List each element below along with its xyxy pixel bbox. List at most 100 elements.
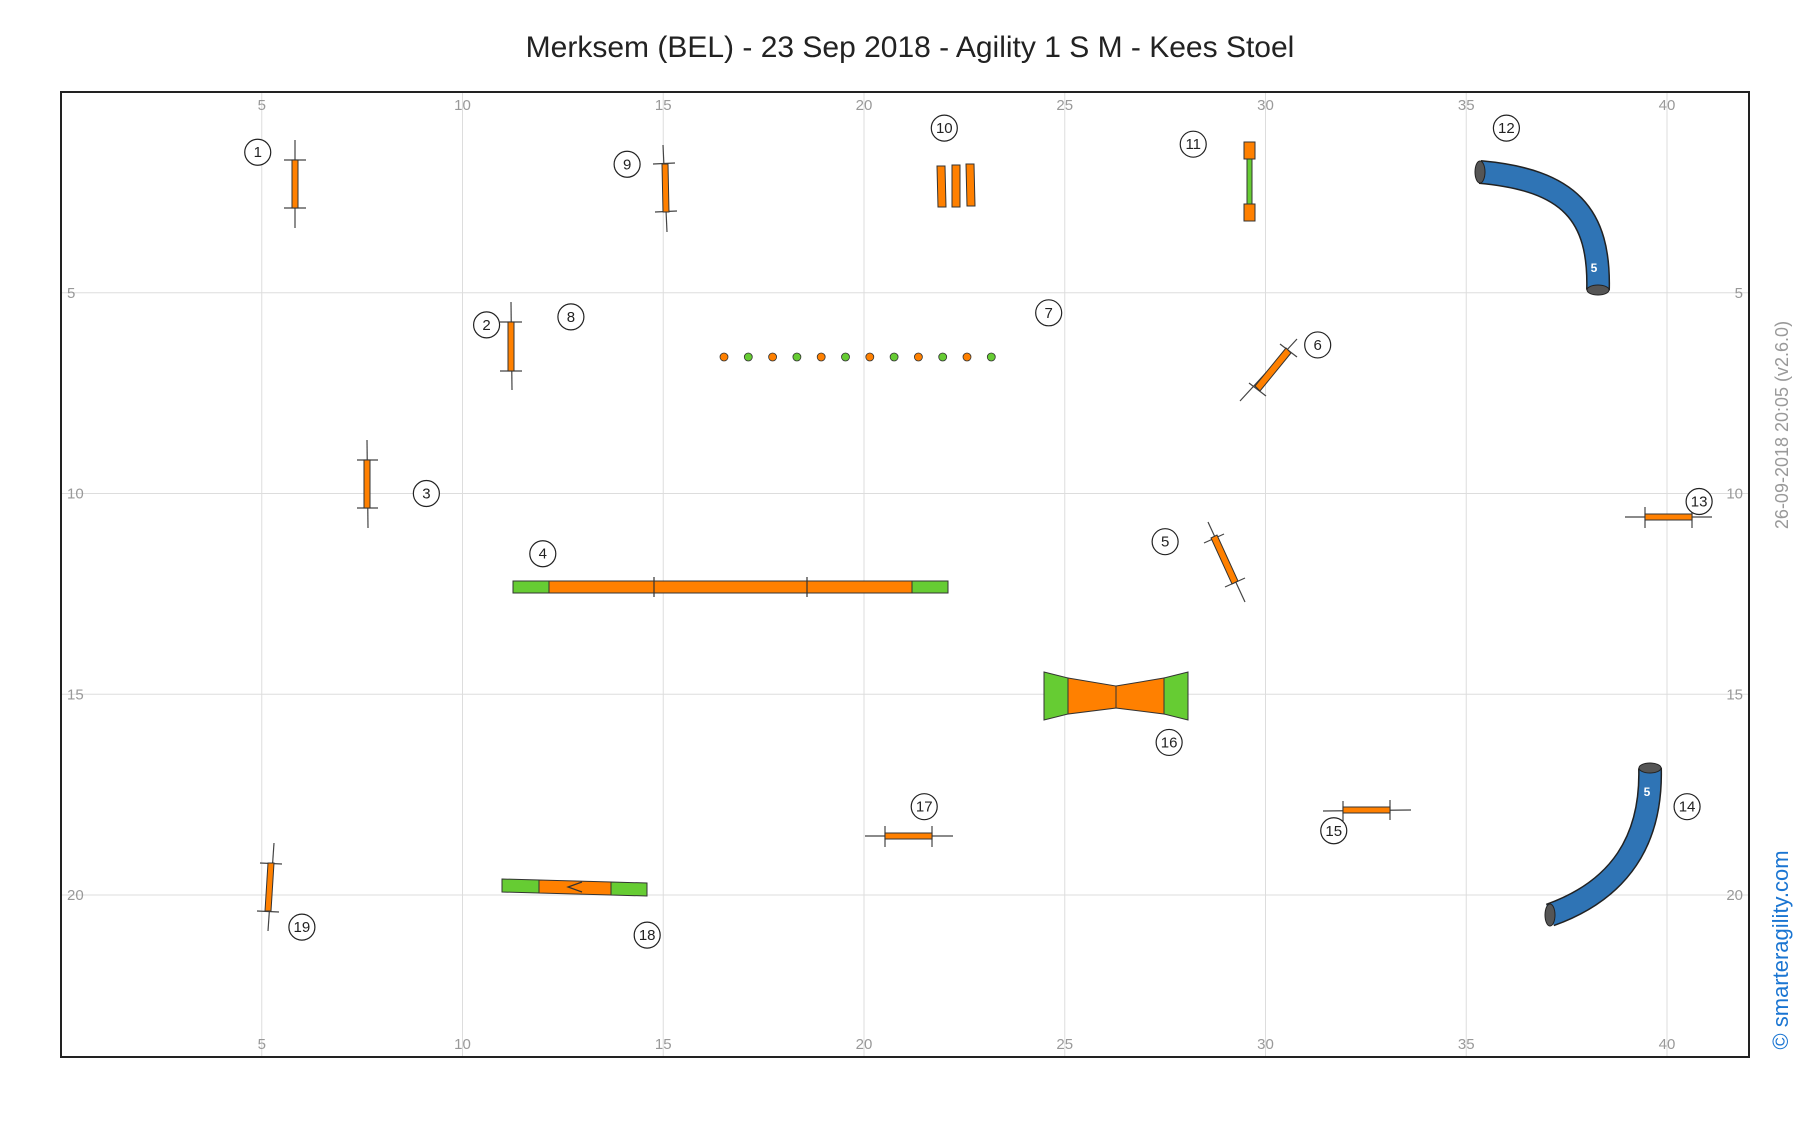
badge-number: 5	[1161, 534, 1169, 551]
obstacle-14-tunnel: 5	[1544, 762, 1663, 927]
badge-circle	[1320, 817, 1348, 845]
badge-number: 1	[254, 144, 262, 161]
badge-circle	[613, 150, 641, 178]
obstacle-12-tunnel: 5	[1474, 160, 1611, 296]
badge-circle	[1492, 114, 1521, 142]
x-tick-top: 30	[1257, 97, 1274, 114]
y-tick-left: 20	[67, 887, 84, 904]
badge-circle	[930, 114, 958, 142]
y-tick-right: 5	[1735, 285, 1743, 302]
badge-13: 13	[1685, 487, 1713, 516]
obstacle-11-tyre	[1243, 141, 1256, 222]
badge-number: 16	[1161, 734, 1178, 751]
badge-14: 14	[1673, 793, 1701, 821]
badge-number: 3	[422, 486, 430, 503]
obstacle-5-jump	[1203, 521, 1246, 603]
badge-circle	[1179, 130, 1207, 158]
obstacle-19-jump	[256, 842, 283, 932]
badge-circle	[910, 793, 938, 821]
y-tick-left: 10	[67, 486, 84, 503]
badge-number: 14	[1679, 799, 1696, 816]
badge-7: 7	[1035, 299, 1063, 327]
x-tick-top: 35	[1458, 97, 1475, 114]
x-tick-bottom: 20	[856, 1036, 873, 1053]
weave-pole	[816, 352, 826, 362]
x-tick-top: 10	[454, 97, 471, 114]
obstacle-4-dogwalk	[512, 577, 949, 597]
badge-number: 19	[294, 919, 311, 936]
badge-number: 2	[482, 317, 490, 334]
badge-circle	[557, 303, 585, 331]
timestamp-version: 26-09-2018 20:05 (v2.6.0)	[1772, 321, 1792, 529]
badge-10: 10	[930, 114, 958, 142]
badge-circle	[1673, 793, 1701, 821]
badge-number: 7	[1045, 305, 1053, 322]
x-tick-top: 25	[1056, 97, 1073, 114]
x-tick-bottom: 40	[1659, 1036, 1676, 1053]
obstacle-3-jump	[357, 439, 378, 529]
obstacle-7-8-weave	[719, 352, 996, 362]
badge-number: 10	[936, 120, 953, 137]
obstacles: 5	[256, 140, 1712, 932]
badge-6: 6	[1304, 331, 1332, 359]
badge-number: 12	[1498, 120, 1515, 137]
badge-number: 11	[1185, 136, 1201, 153]
y-tick-left: 15	[67, 686, 84, 703]
x-tick-bottom: 10	[454, 1036, 471, 1053]
weave-pole	[962, 352, 972, 362]
x-tick-bottom: 35	[1458, 1036, 1475, 1053]
badge-circle	[288, 913, 316, 941]
badge-number: 15	[1325, 823, 1342, 840]
weave-pole	[719, 352, 729, 362]
obstacle-10-long-jump	[936, 163, 976, 208]
badge-1: 1	[244, 138, 272, 166]
obstacle-13-jump	[1625, 507, 1712, 528]
badge-4: 4	[529, 540, 557, 568]
badge-number: 9	[623, 156, 631, 173]
x-tick-bottom: 25	[1056, 1036, 1073, 1053]
obstacle-15-jump	[1322, 800, 1412, 821]
weave-pole	[768, 352, 777, 362]
y-tick-right: 20	[1726, 887, 1743, 904]
weave-pole	[743, 352, 753, 362]
badge-number: 6	[1314, 337, 1322, 354]
brand-link[interactable]: © smarteragility.com	[1768, 850, 1793, 1049]
x-tick-bottom: 5	[258, 1036, 266, 1053]
badge-16: 16	[1155, 728, 1183, 757]
weave-pole	[914, 352, 923, 362]
x-tick-top: 20	[856, 97, 873, 114]
badge-3: 3	[412, 479, 440, 508]
badge-circle	[244, 138, 272, 166]
y-tick-left: 5	[67, 285, 75, 302]
badge-number: 8	[567, 309, 575, 326]
obstacle-6-jump	[1239, 338, 1298, 402]
obstacle-18-seesaw	[501, 878, 648, 897]
obstacle-16-a-frame	[1043, 671, 1189, 721]
x-tick-top: 15	[655, 97, 672, 114]
badge-19: 19	[288, 913, 316, 941]
x-tick-top: 5	[258, 97, 266, 114]
x-tick-top: 40	[1659, 97, 1676, 114]
badge-circle	[1304, 331, 1332, 359]
badge-17: 17	[910, 793, 938, 821]
badge-circle	[412, 479, 440, 508]
badge-2: 2	[472, 311, 501, 339]
obstacle-1-jump	[284, 140, 306, 228]
badge-18: 18	[633, 921, 661, 949]
tunnel-14-mark: 5	[1644, 785, 1651, 799]
obstacle-17-jump	[865, 826, 953, 847]
badge-number: 13	[1691, 494, 1708, 511]
badge-circle	[529, 540, 557, 568]
badge-number: 18	[639, 927, 656, 944]
y-tick-right: 15	[1726, 686, 1743, 703]
badge-circle	[633, 921, 661, 949]
badge-12: 12	[1492, 114, 1521, 142]
weave-pole	[986, 352, 996, 362]
badge-circle	[472, 311, 501, 339]
weave-pole	[938, 352, 948, 362]
badge-5: 5	[1151, 528, 1179, 556]
obstacle-2-jump	[500, 301, 522, 391]
obstacle-9-jump	[652, 144, 678, 233]
badge-15: 15	[1320, 817, 1348, 845]
